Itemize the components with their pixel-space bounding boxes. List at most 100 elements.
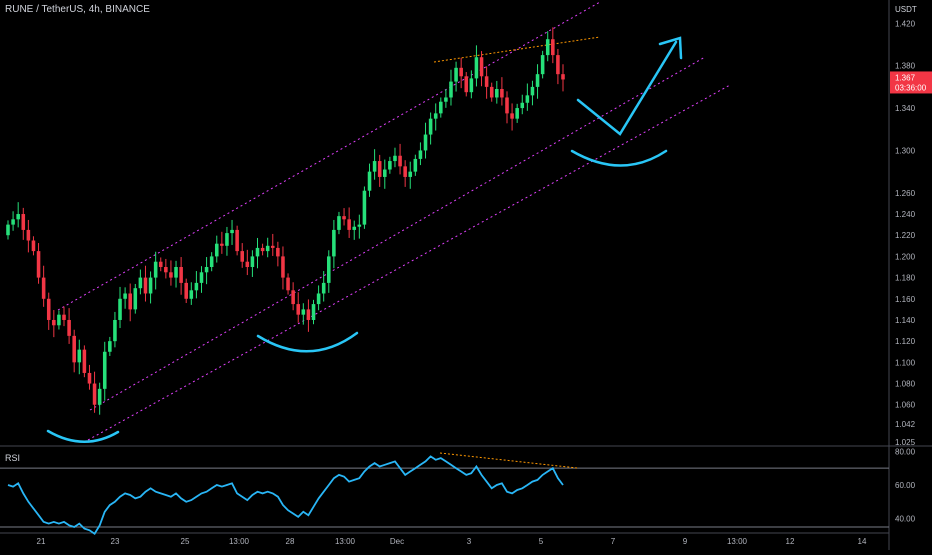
candle-body — [230, 229, 234, 234]
candle-body — [281, 256, 285, 278]
candle-body — [21, 214, 26, 230]
candle-body — [444, 97, 448, 102]
candle-body — [108, 341, 112, 352]
candle-body — [225, 233, 229, 246]
candle-body — [515, 108, 519, 119]
channel-lower-line — [87, 84, 731, 441]
candle-body — [342, 216, 346, 220]
candle-body — [164, 267, 168, 273]
candle-body — [276, 247, 280, 257]
candle-body — [556, 55, 560, 75]
last-price-countdown: 03:36:00 — [895, 83, 927, 92]
candle-body — [479, 57, 484, 77]
candle-body — [67, 319, 71, 336]
candle-body — [561, 74, 565, 80]
channel-layer — [57, 1, 731, 441]
candle-body — [551, 39, 555, 56]
time-tick-label: 5 — [539, 537, 544, 546]
candle-body — [158, 261, 163, 267]
symbol-title: RUNE / TetherUS, 4h, BINANCE — [5, 4, 150, 15]
candle-body — [500, 89, 504, 98]
candle-body — [545, 39, 550, 56]
last-price-tag — [890, 71, 932, 94]
time-axis: 21 23 25 13:00 28 13:00 Dec 3 5 7 9 13:00 12 14 — [37, 537, 867, 546]
price-tick-label: 1.240 — [895, 210, 916, 219]
candle-body — [357, 224, 362, 227]
candle-body — [220, 243, 224, 246]
candle-body — [306, 309, 311, 320]
rsi-divergence-line — [439, 452, 578, 469]
annotation-arc-left — [46, 429, 120, 443]
channel-mid-line — [89, 56, 706, 411]
price-tick-label: 1.025 — [895, 438, 916, 447]
candle-body — [240, 251, 245, 262]
candle-body — [87, 372, 92, 384]
candle-body — [118, 298, 122, 320]
candle-body — [36, 251, 41, 278]
candle-body — [311, 304, 316, 320]
candle-body — [459, 67, 463, 77]
candle-body — [133, 288, 138, 310]
candle-body — [102, 351, 107, 389]
price-tick-label: 1.060 — [895, 401, 916, 410]
candle-body — [403, 166, 407, 177]
price-tick-label: 1.380 — [895, 62, 916, 71]
candle-body — [520, 102, 525, 109]
price-tick-label: 1.220 — [895, 231, 916, 240]
candle-body — [235, 229, 239, 252]
time-tick-label: 14 — [858, 537, 867, 546]
candle-body — [250, 256, 255, 267]
price-tick-label: 1.160 — [895, 295, 916, 304]
price-tick-label: 1.340 — [895, 104, 916, 113]
candle-body — [464, 76, 469, 93]
candle-body — [316, 293, 321, 305]
currency-label: USDT — [895, 5, 917, 14]
price-tick-label: 1.080 — [895, 380, 916, 389]
candle-body — [469, 78, 474, 93]
price-tick-label: 1.042 — [895, 420, 916, 429]
candle-body — [174, 267, 178, 278]
candle-body — [352, 226, 357, 230]
candle-body — [433, 113, 438, 119]
annotation-arc-middle — [256, 331, 359, 353]
price-tick-label: 1.420 — [895, 19, 916, 28]
candle-body — [337, 216, 341, 230]
candle-body — [270, 245, 275, 248]
candle-body — [97, 388, 102, 405]
candle-body — [540, 55, 545, 75]
time-tick-label: 21 — [37, 537, 46, 546]
candle-body — [41, 277, 46, 299]
annotation-arc-right — [570, 149, 668, 167]
candle-body — [255, 247, 260, 257]
candle-body — [184, 282, 188, 299]
candle-body — [321, 282, 326, 294]
price-tick-label: 1.200 — [895, 252, 916, 261]
time-tick-label: 13:00 — [727, 537, 748, 546]
candle-body — [138, 277, 143, 289]
candle-body — [474, 57, 479, 79]
time-tick-label: 23 — [111, 537, 120, 546]
candle-body — [418, 150, 423, 159]
candle-body — [72, 335, 76, 363]
time-tick-label: 12 — [786, 537, 795, 546]
candle-body — [153, 261, 158, 278]
candle-body — [286, 277, 290, 291]
candle-body — [57, 314, 61, 326]
candle-body — [46, 298, 51, 320]
candle-body — [332, 229, 336, 257]
time-tick-label: 25 — [181, 537, 190, 546]
candle-body — [209, 256, 214, 267]
candle-body — [26, 229, 31, 241]
candle-body — [128, 293, 132, 310]
candle-body — [6, 224, 10, 236]
candle-body — [11, 219, 15, 225]
candle-body — [194, 282, 199, 291]
rsi-title: RSI — [5, 453, 21, 463]
candle-body — [123, 293, 127, 299]
candle-body — [423, 134, 428, 151]
candle-body — [82, 349, 87, 373]
price-tick-label: 1.260 — [895, 189, 916, 198]
candle-body — [428, 118, 433, 135]
candle-body — [388, 161, 392, 170]
candle-body — [398, 155, 402, 167]
